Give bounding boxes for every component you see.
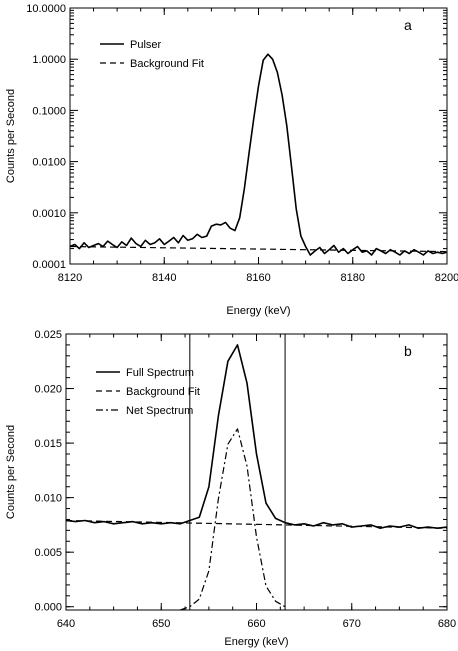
y-tick-label: 0.0100 [32, 157, 66, 169]
x-tick-label: 8180 [341, 272, 365, 284]
panel-label: a [404, 17, 412, 33]
y-tick-label: 0.0001 [32, 259, 66, 271]
x-tick-label: 8140 [152, 272, 176, 284]
panel-label: b [404, 343, 412, 359]
legend-label: Background Fit [126, 386, 200, 398]
series-line-net-spectrum [180, 428, 286, 610]
y-tick-label: 0.0010 [32, 208, 66, 220]
series-group [70, 53, 447, 256]
y-axis-title: Counts per Second [5, 89, 17, 183]
legend-label: Net Spectrum [126, 405, 193, 417]
y-tick-label: 10.0000 [26, 3, 66, 15]
legend-label: Background Fit [130, 58, 204, 70]
x-tick-label: 8160 [246, 272, 270, 284]
x-tick-label: 8120 [58, 272, 82, 284]
x-axis-title: Energy (keV) [226, 305, 290, 317]
y-tick-label: 0.020 [34, 384, 62, 396]
x-tick-label: 660 [247, 618, 265, 630]
panel-b: 640 650 660 670 680 0.000 0.005 0.010 0.015 0.020… [5, 329, 456, 648]
series-group [66, 344, 447, 610]
x-axis-title: Energy (keV) [224, 636, 288, 648]
y-tick-label: 1.0000 [32, 54, 66, 66]
series-line-background-fit [66, 519, 447, 529]
panel-a: 8120 8140 8160 8180 8200 0.0001 0.0010 0.0100 0.… [5, 3, 458, 317]
y-tick-label: 0.000 [34, 602, 62, 614]
plot-frame [69, 7, 448, 265]
x-tick-label: 650 [152, 618, 170, 630]
y-tick-label: 0.005 [34, 547, 62, 559]
x-tick-label: 670 [343, 618, 361, 630]
legend-label: Full Spectrum [126, 367, 194, 379]
y-tick-label: 0.025 [34, 329, 62, 341]
plot-frame [65, 333, 448, 611]
y-axis-title: Counts per Second [5, 425, 17, 519]
y-tick-label: 0.010 [34, 493, 62, 505]
x-tick-label: 640 [57, 618, 75, 630]
legend-label: Pulser [130, 39, 162, 51]
series-line-background-fit [70, 245, 447, 253]
series-line-pulser [70, 53, 447, 256]
series-line-full-spectrum [66, 344, 447, 530]
x-tick-label: 8200 [435, 272, 458, 284]
y-tick-label: 0.1000 [32, 105, 66, 117]
x-tick-label: 680 [438, 618, 456, 630]
y-tick-label: 0.015 [34, 438, 62, 450]
